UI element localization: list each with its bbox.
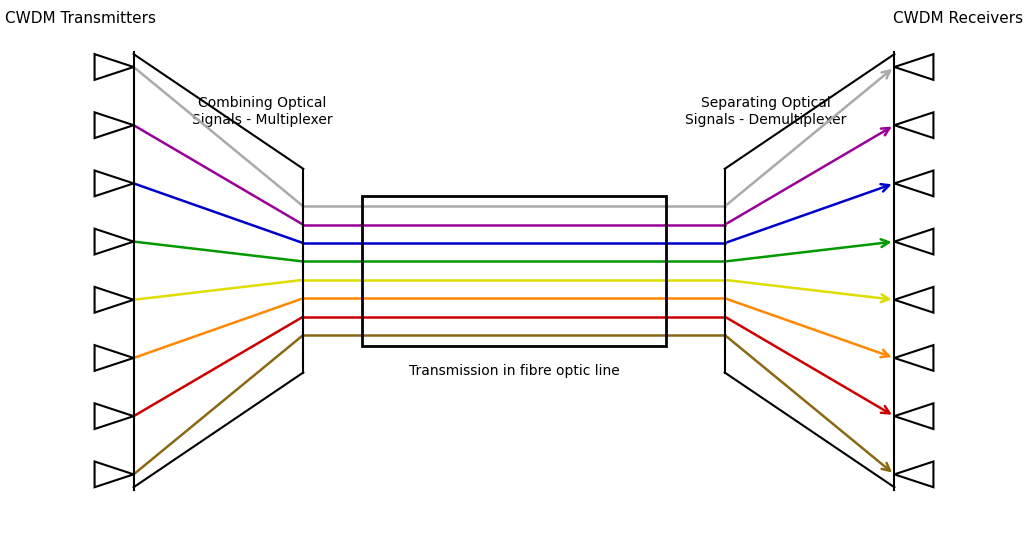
Text: Separating Optical
Signals - Demultiplexer: Separating Optical Signals - Demultiplex… [686,96,846,126]
Text: Transmission in fibre optic line: Transmission in fibre optic line [408,364,620,378]
Text: CWDM Transmitters: CWDM Transmitters [5,11,156,26]
Text: Combining Optical
Signals - Multiplexer: Combining Optical Signals - Multiplexer [192,96,332,126]
Text: CWDM Receivers: CWDM Receivers [892,11,1023,26]
Bar [362,196,666,346]
